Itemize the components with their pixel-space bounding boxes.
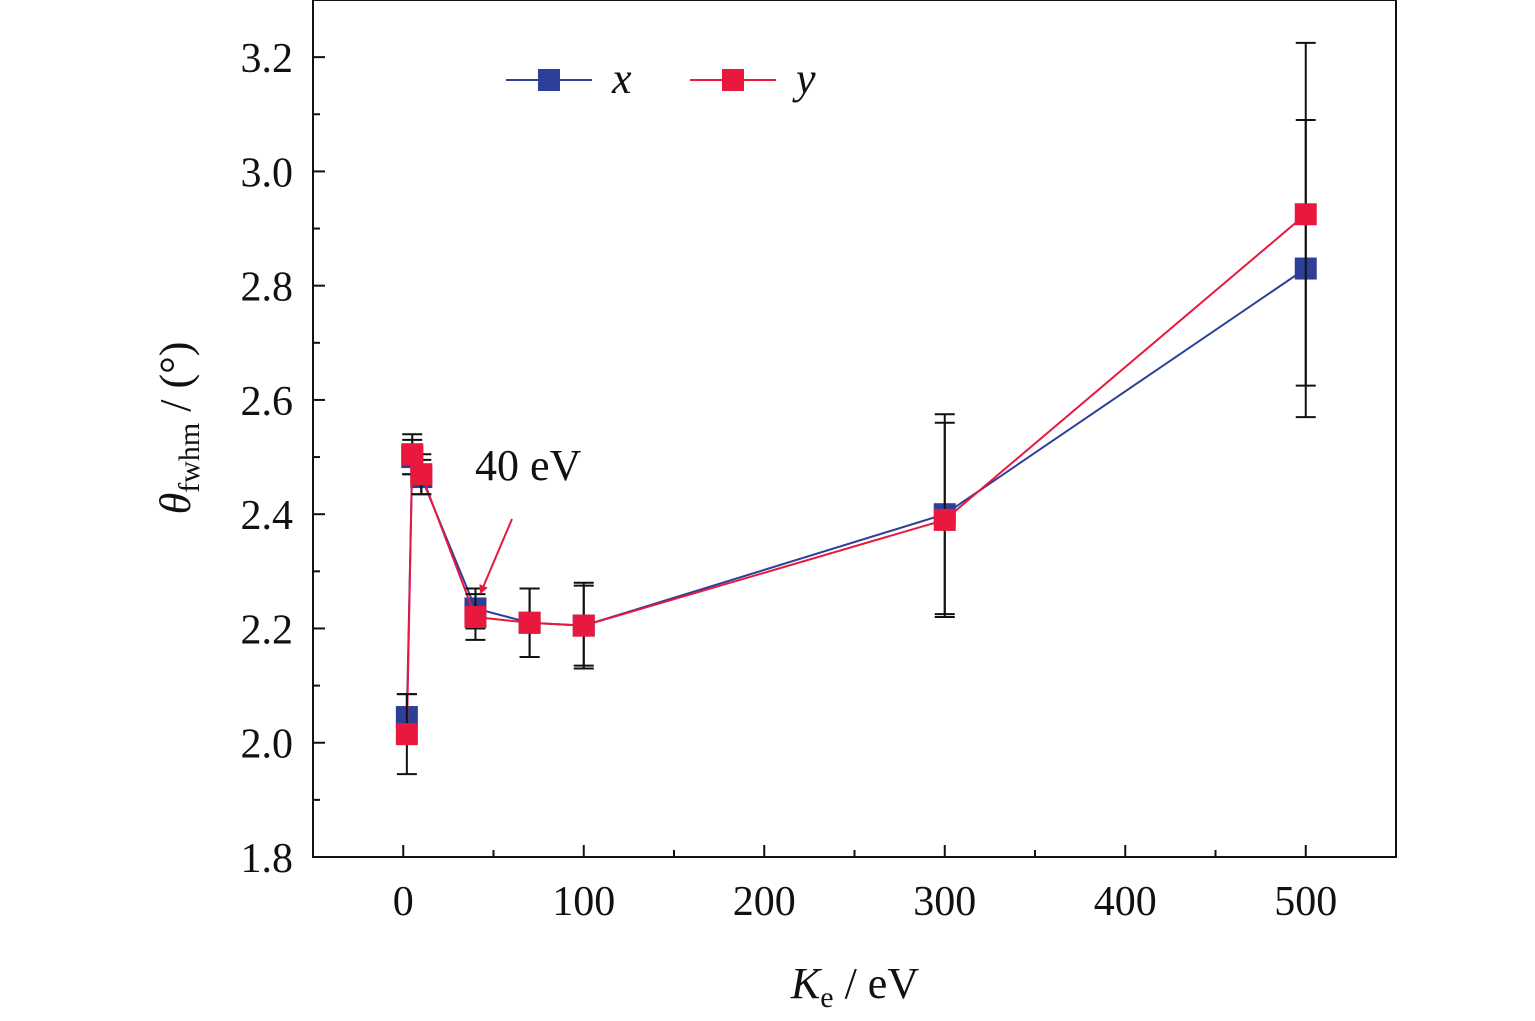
data-point-y [518, 611, 541, 634]
data-point-y [1294, 203, 1317, 226]
data-point-y [395, 723, 418, 746]
x-tick-label: 400 [1094, 879, 1157, 925]
legend-label-y: y [792, 54, 816, 103]
y-tick-label: 2.0 [241, 722, 294, 768]
y-tick-label: 3.2 [241, 36, 294, 82]
data-point-y [933, 508, 956, 531]
legend-label-x: x [611, 54, 632, 103]
y-tick-label: 2.8 [241, 265, 294, 311]
y-tick-label: 3.0 [241, 150, 294, 196]
x-tick-label: 500 [1274, 879, 1337, 925]
legend-marker-x [538, 69, 560, 91]
series-x [395, 118, 1317, 741]
x-tick-label: 200 [733, 879, 796, 925]
y-axis: 1.8 2.0 2.2 2.4 2.6 2.8 3.0 3.2 [241, 36, 325, 882]
annotation-label: 40 eV [475, 441, 582, 490]
series-y [395, 41, 1317, 776]
annotation-layer: 40 eV [475, 441, 582, 595]
y-tick-label: 2.2 [241, 607, 294, 653]
x-tick-label: 100 [552, 879, 615, 925]
y-tick-label: 1.8 [241, 836, 294, 882]
data-point-y [410, 463, 433, 486]
series-layer [395, 41, 1317, 776]
plot-frame [312, 0, 1397, 858]
x-axis: 0 100 200 300 400 500 [393, 845, 1337, 925]
series-line-x [405, 267, 1307, 718]
x-tick-label: 0 [393, 879, 414, 925]
data-point-y [572, 614, 595, 637]
x-tick-label: 300 [913, 879, 976, 925]
y-tick-label: 2.6 [241, 379, 294, 425]
x-axis-title: Ke / eV [790, 959, 919, 1014]
annotation-arrow [479, 518, 513, 595]
y-axis-title: θfwhm / (°) [151, 342, 206, 515]
y-tick-label: 2.4 [241, 493, 294, 539]
data-point-y [401, 443, 424, 466]
data-point-y [464, 606, 487, 629]
legend-marker-y [722, 69, 744, 91]
